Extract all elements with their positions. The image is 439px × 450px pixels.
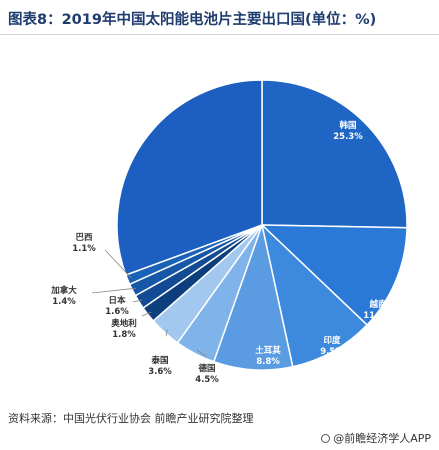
- slice-value-label-8: 1.4%: [52, 297, 76, 307]
- slice-value-label-6: 1.8%: [112, 330, 136, 340]
- pie-slice-0: [261, 79, 408, 229]
- title-divider: [0, 34, 439, 35]
- slice-name-label-6: 奥地利: [110, 318, 137, 329]
- slice-value-label-7: 1.6%: [105, 307, 129, 317]
- pie-slice-2: [260, 222, 369, 368]
- pie-slices: [116, 79, 408, 371]
- leader-lines: [91, 249, 207, 357]
- slice-value-label-1: 11.8%: [363, 311, 393, 321]
- pie-slice-1: [260, 224, 408, 326]
- leader-line-7: [132, 299, 143, 303]
- slice-name-label-10: 其它: [117, 117, 134, 128]
- slice-name-label-7: 日本: [108, 295, 126, 306]
- slice-name-label-1: 越南: [368, 299, 387, 310]
- slice-name-label-9: 巴西: [75, 233, 93, 243]
- slice-name-label-2: 印度: [323, 335, 341, 346]
- slice-name-label-0: 韩国: [339, 120, 356, 131]
- brand-logo-icon: [321, 434, 331, 443]
- leader-line-8: [91, 287, 137, 294]
- slice-value-label-2: 9.5%: [320, 347, 344, 357]
- slice-name-label-3: 土耳其: [255, 345, 281, 356]
- leader-line-6: [141, 311, 152, 317]
- slice-value-label-4: 4.5%: [195, 375, 219, 385]
- slice-name-label-8: 加拿大: [50, 285, 77, 296]
- slice-value-label-10: 30.6%: [111, 129, 141, 139]
- slice-value-label-9: 1.1%: [72, 244, 96, 254]
- leader-line-9: [104, 249, 132, 279]
- leader-line-5: [165, 329, 168, 337]
- chart-title: 图表8：2019年中国太阳能电池片主要出口国(单位：%): [8, 12, 377, 28]
- slice-name-label-5: 泰国: [150, 355, 168, 366]
- brand-credit: @前瞻经济学人APP: [321, 430, 431, 446]
- pie-slice-10: [116, 79, 263, 276]
- brand-text: @前瞻经济学人APP: [333, 432, 431, 445]
- slice-value-label-3: 8.8%: [256, 357, 280, 367]
- source-note: 资料来源：中国光伏行业协会 前瞻产业研究院整理: [8, 412, 254, 425]
- slice-value-label-5: 3.6%: [148, 367, 172, 377]
- slice-value-label-0: 25.3%: [333, 132, 363, 142]
- slice-name-label-4: 德国: [198, 363, 215, 374]
- leader-line-4: [196, 349, 207, 357]
